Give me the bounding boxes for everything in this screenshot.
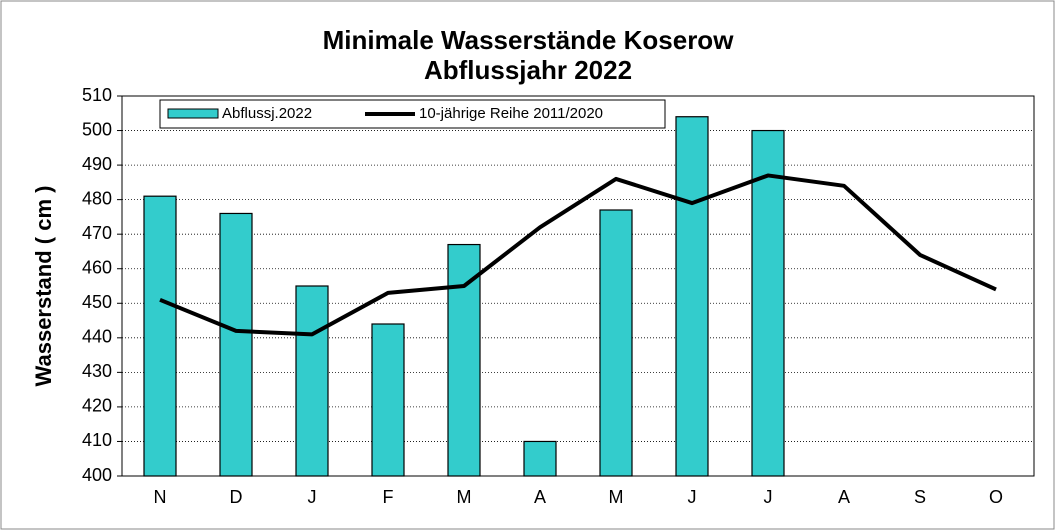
y-axis-label: Wasserstand ( cm ) — [31, 186, 56, 387]
y-tick-label: 440 — [82, 327, 112, 347]
y-tick-label: 450 — [82, 292, 112, 312]
y-tick-label: 400 — [82, 465, 112, 485]
y-tick-label: 500 — [82, 119, 112, 139]
x-tick-label: J — [764, 487, 773, 507]
x-tick-label: S — [914, 487, 926, 507]
y-tick-label: 420 — [82, 396, 112, 416]
bar — [143, 195, 177, 477]
legend-label: 10-jährige Reihe 2011/2020 — [419, 105, 603, 122]
bar — [751, 129, 785, 477]
plot-area — [121, 95, 1035, 477]
x-tick-label: M — [609, 487, 624, 507]
x-tick-label: D — [230, 487, 243, 507]
bar — [447, 243, 481, 477]
y-tick-label: 410 — [82, 430, 112, 450]
bar — [523, 440, 557, 477]
y-tick-label: 470 — [82, 223, 112, 243]
chart-title: Abflussjahr 2022 — [424, 55, 632, 85]
line — [159, 173, 997, 337]
x-tick-label: A — [534, 487, 546, 507]
bar — [599, 209, 633, 477]
legend-label: Abflussj.2022 — [222, 105, 312, 122]
bar — [295, 285, 329, 477]
bar — [371, 323, 405, 477]
legend-swatch — [167, 108, 219, 119]
x-tick-label: N — [154, 487, 167, 507]
x-tick-label: F — [383, 487, 394, 507]
y-tick-label: 480 — [82, 188, 112, 208]
y-tick-label: 510 — [82, 85, 112, 105]
x-tick-label: M — [457, 487, 472, 507]
x-tick-label: J — [688, 487, 697, 507]
bar — [219, 212, 253, 477]
x-tick-label: J — [308, 487, 317, 507]
bar — [675, 116, 709, 477]
x-tick-label: O — [989, 487, 1003, 507]
x-tick-label: A — [838, 487, 850, 507]
y-tick-label: 460 — [82, 257, 112, 277]
y-tick-label: 430 — [82, 361, 112, 381]
y-tick-label: 490 — [82, 154, 112, 174]
chart-title: Minimale Wasserstände Koserow — [323, 25, 735, 55]
